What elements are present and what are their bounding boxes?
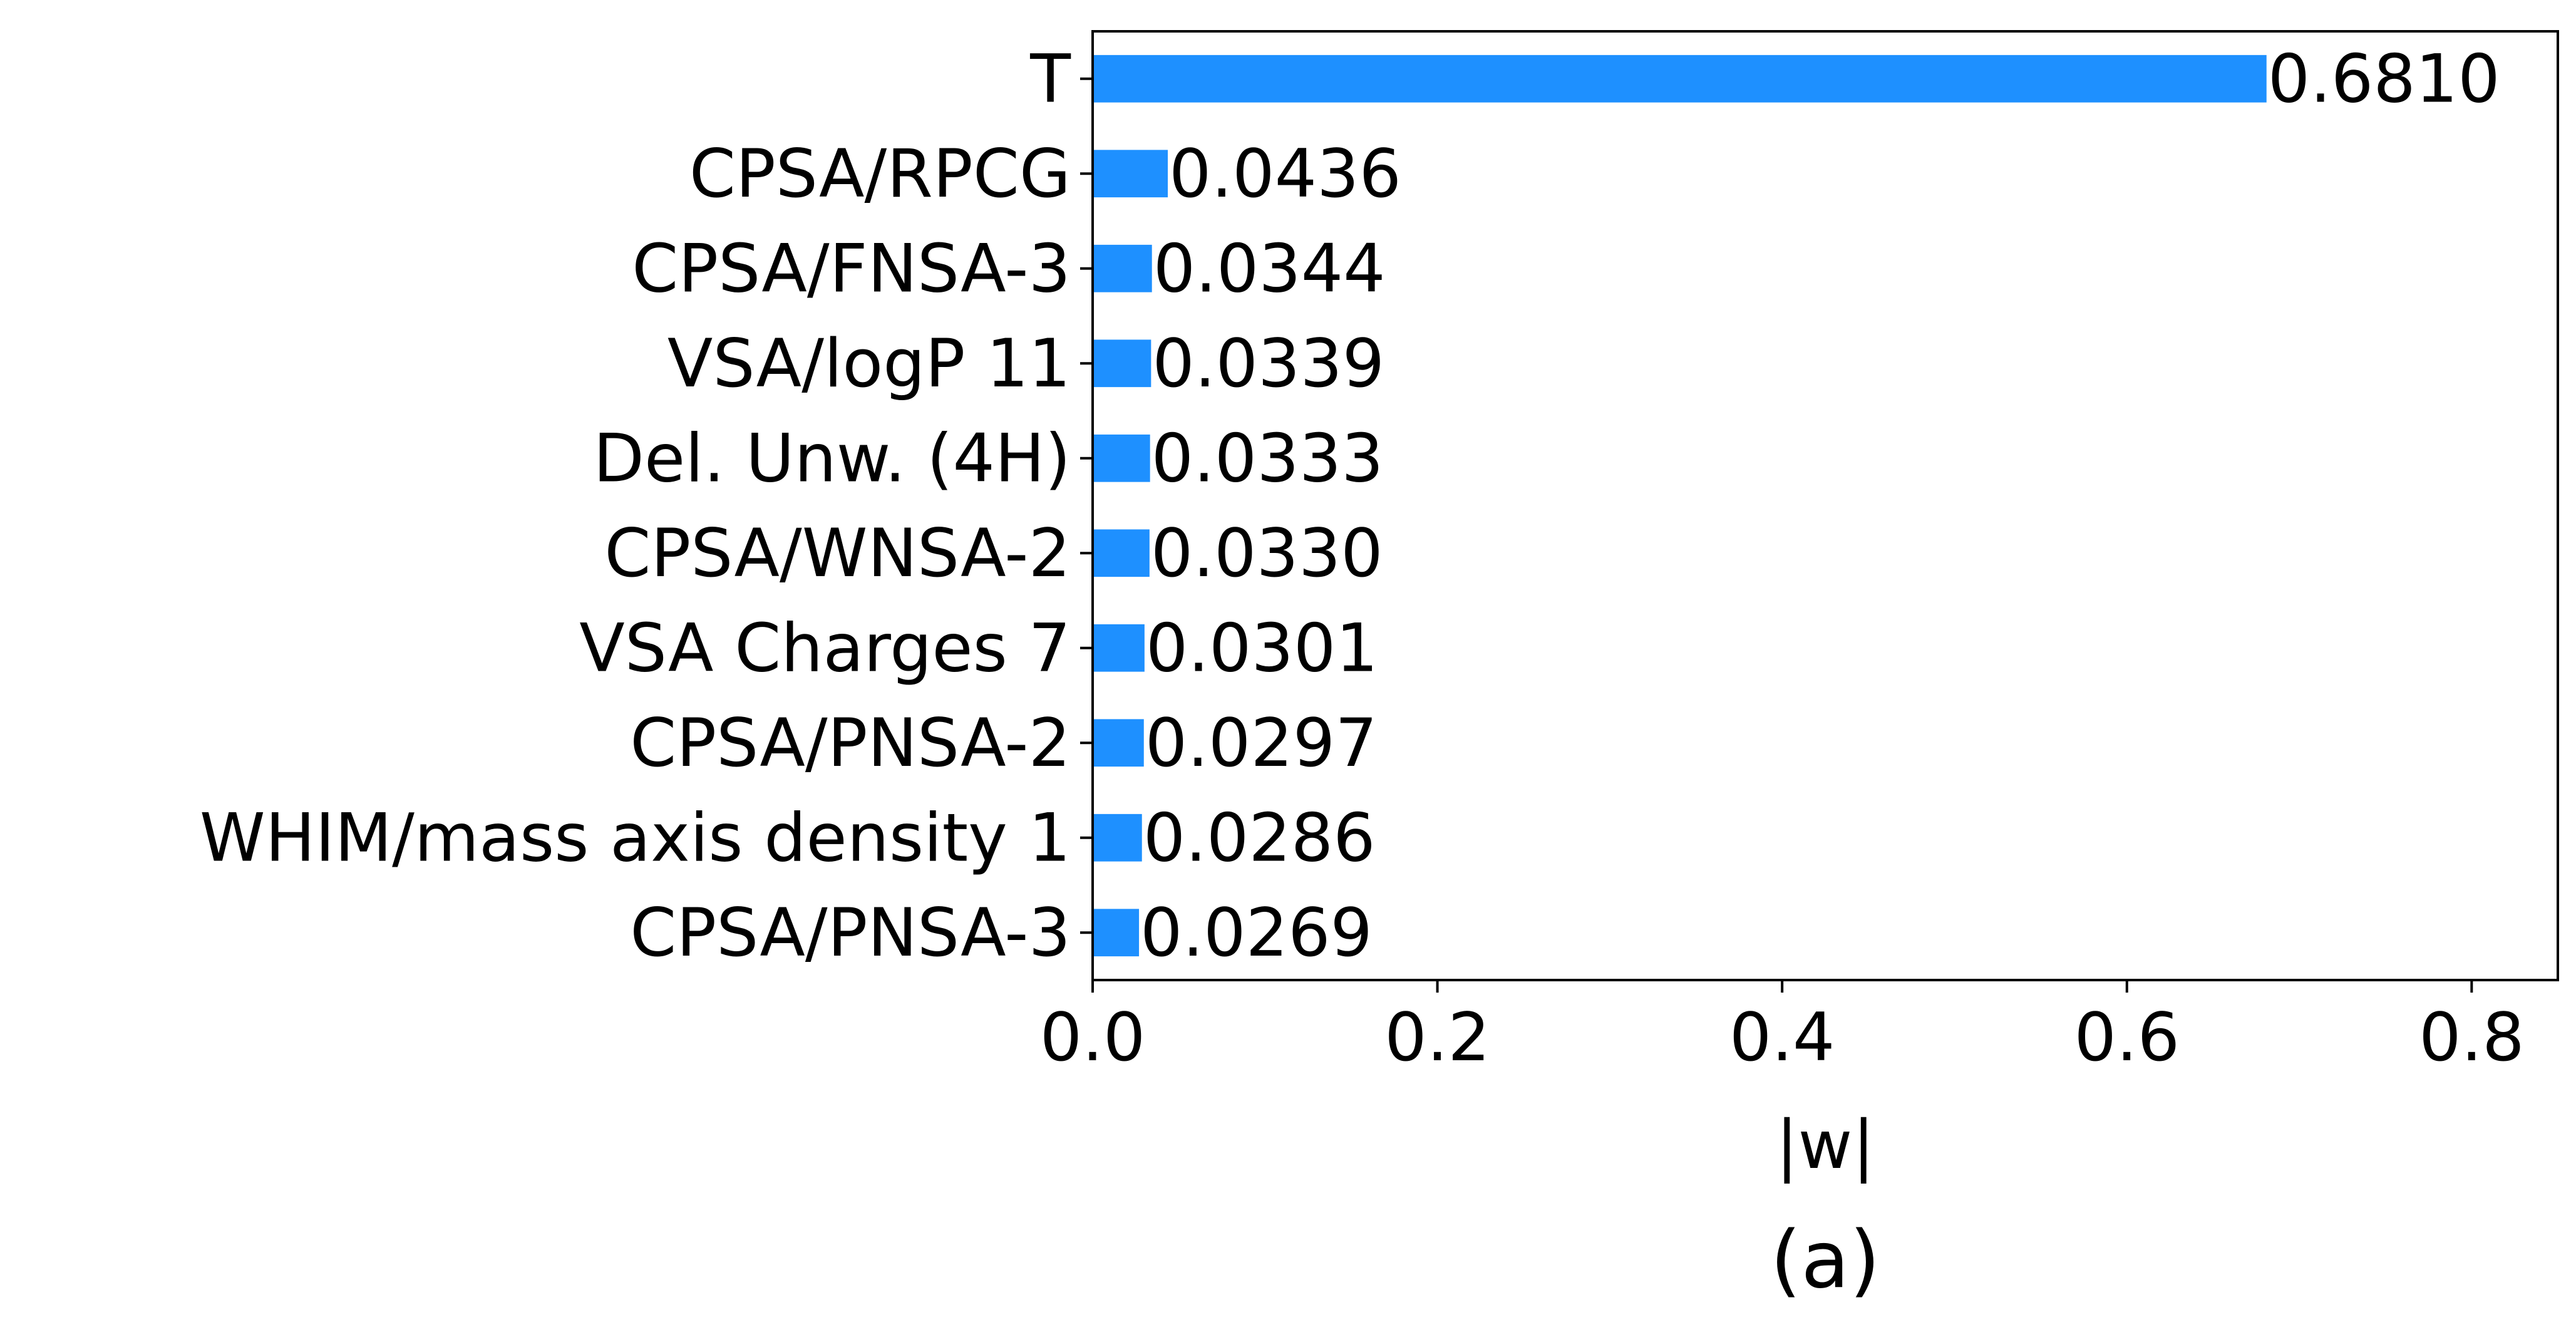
x-tick-label: 0.6 — [2074, 999, 2180, 1076]
bars-group — [1093, 54, 2267, 957]
subfigure-label: (a) — [1770, 1214, 1880, 1306]
value-label: 0.0269 — [1140, 894, 1373, 971]
bar — [1093, 813, 1142, 862]
value-label: 0.0333 — [1151, 420, 1384, 497]
x-axis-label: |w| — [1776, 1107, 1875, 1184]
category-label: CPSA/PNSA-2 — [630, 705, 1071, 782]
x-tick-label: 0.4 — [1729, 999, 1835, 1076]
category-label: VSA Charges 7 — [579, 609, 1071, 686]
x-tick-label: 0.0 — [1040, 999, 1146, 1076]
category-label: CPSA/WNSA-2 — [604, 515, 1071, 592]
bar — [1093, 719, 1144, 767]
plot-frame — [1091, 30, 2559, 981]
value-label: 0.0286 — [1143, 799, 1376, 876]
bar — [1093, 624, 1145, 672]
category-label: CPSA/RPCG — [689, 135, 1071, 212]
x-ticks-group: 0.0 0.2 0.4 0.6 0.8 — [1040, 77, 2525, 1076]
category-label: CPSA/PNSA-3 — [630, 894, 1071, 971]
value-labels-group: 0.6810 0.0436 0.0344 0.0339 0.0333 0.0330 0.03… — [1140, 40, 2500, 971]
bar — [1093, 909, 1140, 957]
value-label: 0.0344 — [1153, 230, 1386, 307]
value-label: 0.0301 — [1146, 609, 1378, 686]
value-label: 0.0330 — [1151, 515, 1383, 592]
x-tick-label: 0.8 — [2419, 999, 2525, 1076]
category-label: WHIM/mass axis density 1 — [200, 799, 1071, 876]
value-label: 0.6810 — [2268, 40, 2500, 117]
bar — [1093, 339, 1151, 388]
category-label: Del. Unw. (4H) — [593, 420, 1071, 497]
value-label: 0.0339 — [1152, 325, 1384, 402]
value-label: 0.0436 — [1169, 135, 1401, 212]
category-label: T — [1029, 40, 1071, 117]
bar — [1093, 244, 1152, 292]
category-label: CPSA/FNSA-3 — [632, 230, 1071, 307]
bar — [1093, 529, 1150, 577]
x-tick-label: 0.2 — [1384, 999, 1490, 1076]
bar — [1093, 150, 1168, 198]
category-label: VSA/logP 11 — [667, 325, 1071, 402]
bar — [1093, 54, 2267, 103]
category-labels-group: T CPSA/RPCG CPSA/FNSA-3 VSA/logP 11 Del. Unw… — [200, 40, 1071, 971]
value-label: 0.0297 — [1145, 705, 1378, 782]
bar — [1093, 434, 1150, 482]
